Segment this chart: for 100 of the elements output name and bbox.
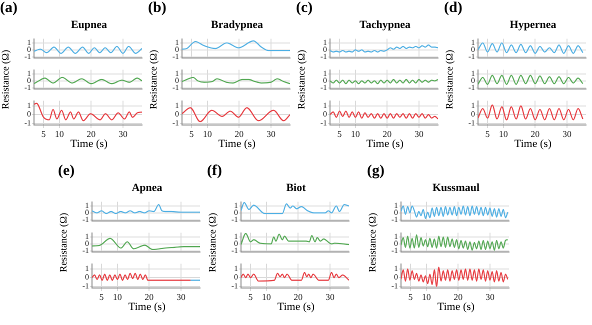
x-tick-label: 20 bbox=[382, 128, 392, 139]
y-tick-label: 1 bbox=[471, 101, 475, 110]
chart-title: Apnea bbox=[130, 182, 164, 194]
y-tick-label: 1 bbox=[394, 201, 398, 210]
y-tick-label: 0 bbox=[27, 44, 31, 54]
line-series bbox=[182, 107, 290, 122]
x-axis-title: Time (s) bbox=[127, 301, 167, 313]
x-tick-label: 5 bbox=[189, 128, 194, 139]
text: (g) bbox=[367, 163, 384, 180]
y-tick-label: -1 bbox=[320, 52, 327, 61]
line-series bbox=[478, 42, 584, 54]
y-tick-label: 1 bbox=[323, 101, 327, 110]
y-tick-label: -1 bbox=[231, 214, 238, 224]
x-tick-label: 20 bbox=[530, 128, 540, 139]
line-series bbox=[34, 46, 142, 54]
y-tick-label: -1 bbox=[231, 281, 238, 290]
line-series bbox=[478, 74, 584, 85]
y-tick-label: -1 bbox=[391, 246, 398, 255]
line-series bbox=[330, 110, 438, 120]
y-tick-label: 1 bbox=[394, 264, 398, 274]
line-series bbox=[182, 40, 290, 52]
y-tick-label: 0 bbox=[394, 208, 398, 217]
chart-title: Kussmaul bbox=[431, 182, 481, 194]
x-tick-label: 10 bbox=[350, 128, 360, 139]
line-series bbox=[241, 272, 349, 282]
y-tick-label: 1 bbox=[471, 38, 475, 48]
line-series bbox=[34, 76, 142, 84]
y-tick-label: 0 bbox=[27, 110, 31, 119]
y-tick-label: -1 bbox=[82, 246, 89, 255]
y-tick-label: 1 bbox=[175, 101, 179, 110]
x-tick-label: 5 bbox=[99, 292, 104, 302]
y-tick-label: 1 bbox=[85, 201, 89, 210]
x-axis-title: Time (s) bbox=[69, 138, 109, 150]
y-tick-label: 0 bbox=[27, 76, 31, 85]
y-tick-label: 0 bbox=[394, 272, 398, 282]
line-series bbox=[241, 232, 349, 246]
text: (c) bbox=[296, 0, 313, 17]
y-tick-label: -1 bbox=[172, 52, 179, 61]
x-axis-title: Time (s) bbox=[217, 138, 257, 150]
y-tick-label: 0 bbox=[175, 76, 179, 85]
y-tick-label: 0 bbox=[323, 44, 327, 54]
x-tick-label: 30 bbox=[414, 128, 424, 139]
x-tick-label: 5 bbox=[41, 128, 46, 139]
x-tick-label: 5 bbox=[485, 128, 490, 139]
x-tick-label: 20 bbox=[144, 292, 154, 302]
y-axis-title: Resistance (Ω) bbox=[368, 211, 378, 274]
x-tick-label: 20 bbox=[86, 128, 96, 139]
y-tick-label: -1 bbox=[231, 246, 238, 255]
x-tick-label: 30 bbox=[325, 292, 335, 302]
y-axis-title: Resistance (Ω) bbox=[58, 211, 70, 274]
y-axis-title: Resistance (Ω) bbox=[148, 48, 160, 111]
y-tick-label: 0 bbox=[471, 76, 475, 85]
y-tick-label: 0 bbox=[471, 44, 475, 54]
y-tick-label: 0 bbox=[175, 110, 179, 119]
x-tick-label: 30 bbox=[266, 128, 276, 139]
line-series bbox=[401, 205, 508, 220]
x-tick-label: 10 bbox=[498, 128, 508, 139]
line-series bbox=[330, 44, 438, 53]
line-series bbox=[478, 104, 584, 120]
text: (f) bbox=[207, 163, 222, 180]
line-series bbox=[241, 202, 349, 214]
y-tick-label: -1 bbox=[391, 214, 398, 224]
x-axis-title: Time (s) bbox=[365, 138, 405, 150]
x-tick-label: 10 bbox=[422, 292, 432, 302]
y-tick-label: 0 bbox=[85, 272, 89, 282]
y-tick-label: 0 bbox=[175, 44, 179, 54]
y-tick-label: 1 bbox=[234, 264, 238, 274]
y-tick-label: 1 bbox=[85, 232, 89, 242]
y-axis-title: Resistance (Ω) bbox=[296, 48, 308, 111]
y-tick-label: -1 bbox=[24, 52, 31, 61]
y-tick-label: -1 bbox=[320, 82, 327, 92]
y-tick-label: -1 bbox=[468, 82, 475, 92]
chart-title: Eupnea bbox=[70, 19, 108, 31]
y-axis-title: Resistance (Ω) bbox=[0, 48, 12, 111]
y-tick-label: -1 bbox=[468, 118, 475, 128]
y-tick-label: 0 bbox=[323, 110, 327, 119]
y-tick-label: 1 bbox=[323, 38, 327, 48]
y-tick-label: -1 bbox=[172, 118, 179, 128]
x-tick-label: 10 bbox=[54, 128, 64, 139]
y-tick-label: 0 bbox=[85, 208, 89, 217]
x-tick-label: 5 bbox=[408, 292, 414, 302]
y-axis-title: Resistance (Ω) bbox=[444, 48, 456, 111]
y-tick-label: -1 bbox=[172, 82, 179, 92]
x-tick-label: 20 bbox=[294, 292, 304, 302]
chart-title: Hypernea bbox=[508, 19, 558, 31]
line-series bbox=[92, 272, 192, 281]
x-tick-label: 10 bbox=[262, 292, 272, 302]
y-tick-label: 1 bbox=[175, 38, 179, 48]
text: (b) bbox=[148, 0, 166, 17]
y-tick-label: -1 bbox=[82, 214, 89, 224]
x-tick-label: 10 bbox=[202, 128, 212, 139]
y-tick-label: 1 bbox=[394, 232, 398, 242]
y-tick-label: 1 bbox=[175, 69, 179, 78]
y-tick-label: 1 bbox=[234, 201, 238, 210]
y-tick-label: 1 bbox=[27, 69, 31, 78]
y-tick-label: 1 bbox=[27, 101, 31, 110]
x-tick-label: 30 bbox=[118, 128, 128, 139]
y-tick-label: 1 bbox=[234, 232, 238, 242]
y-tick-label: 0 bbox=[234, 272, 238, 282]
y-tick-label: 0 bbox=[85, 238, 89, 248]
